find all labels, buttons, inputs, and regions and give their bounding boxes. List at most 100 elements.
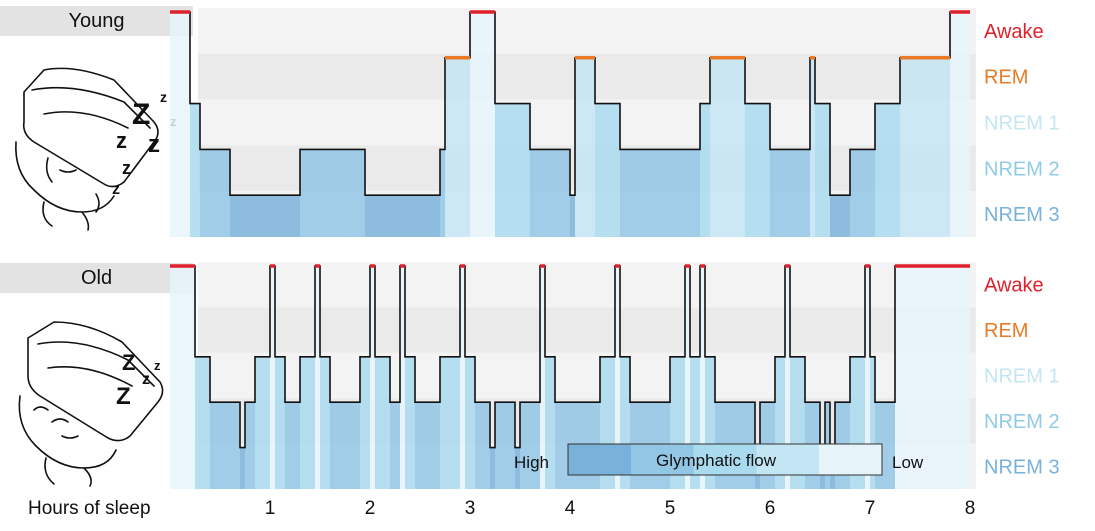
- stage-label-old-nrem3: NREM 3: [984, 456, 1060, 478]
- svg-text:Z: Z: [122, 350, 135, 375]
- flow-segment-young: [595, 103, 620, 237]
- stage-label-old-rem: REM: [984, 320, 1028, 342]
- stage-label-young-rem: REM: [984, 67, 1028, 89]
- stage-label-old-nrem2: NREM 2: [984, 411, 1060, 433]
- flow-segment-old: [620, 356, 630, 489]
- flow-segment-old: [540, 266, 545, 489]
- stage-label-old-awake: Awake: [984, 275, 1044, 297]
- legend-colorbar: [567, 443, 883, 476]
- svg-text:z: z: [148, 131, 160, 158]
- stage-label-young-nrem1: NREM 1: [984, 113, 1060, 135]
- flow-segment-old: [240, 447, 245, 489]
- stage-accents: [170, 10, 970, 268]
- flow-segment-old: [495, 402, 515, 489]
- svg-text:z: z: [112, 181, 120, 198]
- flow-segment-old: [865, 266, 870, 489]
- flow-segment-old: [315, 266, 320, 489]
- x-axis-label: Hours of sleep: [28, 498, 151, 519]
- x-tick-label-8: 8: [965, 498, 976, 519]
- x-tick-label-7: 7: [865, 498, 876, 519]
- flow-segment-old: [360, 356, 370, 489]
- x-tick-label-2: 2: [365, 498, 376, 519]
- flow-segment-old: [700, 266, 705, 489]
- flow-segment-old: [440, 356, 460, 489]
- flow-segment-old: [270, 266, 275, 489]
- flow-segment-young: [200, 149, 230, 237]
- flow-segment-old: [515, 447, 520, 489]
- flow-segment-young: [900, 57, 950, 237]
- flow-segment-young: [440, 149, 445, 237]
- flow-segment-old: [490, 447, 495, 489]
- flow-segment-young: [575, 57, 595, 237]
- hypnogram-line-old: [170, 265, 970, 449]
- flow-segment-young: [700, 103, 710, 237]
- flow-segment-old: [210, 402, 240, 489]
- flow-segment-old: [375, 356, 390, 489]
- x-tick-label-5: 5: [665, 498, 676, 519]
- flow-segment-old: [255, 356, 270, 489]
- flow-segment-old: [705, 356, 715, 489]
- x-tick-label-6: 6: [765, 498, 776, 519]
- flow-segment-old: [390, 402, 400, 489]
- flow-segment-young: [620, 149, 700, 237]
- flow-segment-young: [470, 12, 495, 237]
- hypnogram-line-young: [170, 11, 970, 196]
- flow-segment-young: [445, 57, 470, 237]
- stage-label-old-nrem1: NREM 1: [984, 366, 1060, 388]
- svg-text:Z: Z: [116, 383, 131, 410]
- flow-segment-young: [190, 103, 200, 237]
- flow-segment-old: [460, 266, 465, 489]
- svg-text:z: z: [142, 371, 150, 388]
- stage-label-young-nrem2: NREM 2: [984, 158, 1060, 180]
- flow-segment-old: [405, 356, 415, 489]
- stage-band-young-awake: [198, 8, 976, 54]
- glymphatic-fill-young: [170, 12, 970, 237]
- flow-segment-young: [530, 149, 570, 237]
- svg-text:Z: Z: [132, 98, 150, 131]
- stage-band-old-awake: [198, 262, 976, 308]
- flow-segment-old: [285, 402, 300, 489]
- legend-title: Glymphatic flow: [656, 451, 777, 470]
- flow-segment-old: [690, 356, 700, 489]
- flow-segment-old: [370, 266, 375, 489]
- flow-segment-young: [170, 12, 190, 237]
- flow-segment-young: [710, 57, 745, 237]
- flow-segment-young: [365, 195, 440, 237]
- svg-text:z: z: [116, 128, 127, 153]
- glymphatic-legend: Glymphatic flow High Low: [514, 443, 924, 476]
- flow-segment-old: [870, 356, 875, 489]
- flow-segment-old: [415, 402, 440, 489]
- flow-segment-old: [685, 266, 690, 489]
- svg-text:z: z: [154, 358, 161, 373]
- flow-segment-old: [775, 356, 785, 489]
- panel-label-young: Young: [0, 6, 193, 36]
- flow-segment-young: [950, 12, 970, 237]
- flow-segment-old: [400, 266, 405, 489]
- stage-label-young-nrem3: NREM 3: [984, 204, 1060, 226]
- flow-segment-old: [895, 266, 970, 489]
- flow-segment-young: [745, 103, 770, 237]
- flow-segment-old: [545, 356, 555, 489]
- x-axis-ticks: 1 2 3 4 5 6 7 8: [265, 498, 976, 519]
- flow-segment-old: [195, 356, 210, 489]
- stage-label-young-awake: Awake: [984, 21, 1044, 43]
- flow-segment-old: [300, 356, 315, 489]
- legend-high-label: High: [514, 453, 549, 472]
- stage-band-old-rem: [198, 307, 976, 353]
- svg-text:z: z: [160, 89, 167, 105]
- flow-segment-young: [770, 149, 810, 237]
- flow-segment-old: [330, 402, 360, 489]
- flow-segment-old: [275, 356, 285, 489]
- flow-segment-young: [495, 103, 530, 237]
- flow-segment-young: [875, 103, 900, 237]
- flow-segment-old: [785, 266, 790, 489]
- x-tick-label-1: 1: [265, 498, 276, 519]
- flow-segment-old: [245, 402, 255, 489]
- flow-segment-young: [815, 103, 830, 237]
- flow-segment-young: [230, 195, 300, 237]
- svg-text:z: z: [122, 158, 131, 178]
- x-tick-label-3: 3: [465, 498, 476, 519]
- legend-low-label: Low: [892, 453, 924, 472]
- flow-segment-old: [520, 402, 540, 489]
- flow-segment-old: [320, 356, 330, 489]
